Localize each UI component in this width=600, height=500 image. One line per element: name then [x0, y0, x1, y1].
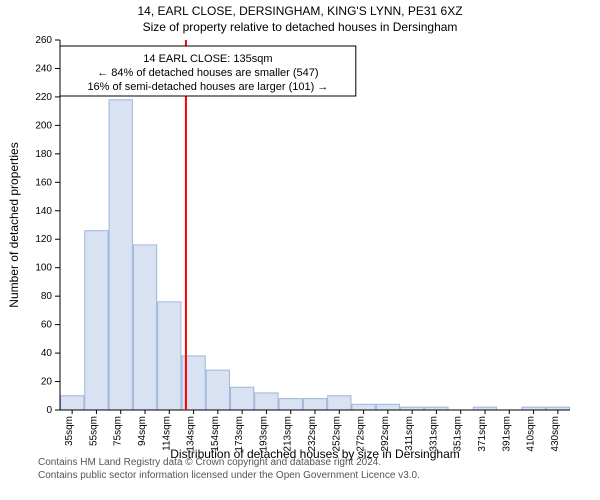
histogram-chart: 0 20 40 60 80 100 120 140 160 180 200 220 240 260 35sq…	[0, 0, 600, 462]
y-tick-label: 200	[35, 120, 52, 131]
histogram-bar	[85, 231, 108, 410]
x-tick-label: 430sqm	[550, 416, 561, 452]
y-tick-label: 0	[46, 405, 52, 416]
x-tick-label: 410sqm	[526, 416, 537, 452]
histogram-bar	[60, 396, 83, 410]
y-tick-label: 120	[35, 234, 52, 245]
histogram-bar	[352, 404, 375, 410]
y-tick-label: 260	[35, 35, 52, 46]
y-tick-label: 20	[41, 377, 53, 388]
histogram-bar	[376, 404, 399, 410]
histogram-bar	[255, 393, 278, 410]
y-tick-label: 80	[41, 291, 53, 302]
histogram-bar	[133, 245, 156, 410]
x-tick-label: 75sqm	[113, 416, 124, 446]
y-axis-label: Number of detached properties	[7, 142, 21, 307]
histogram-bar	[303, 399, 326, 410]
y-tick-label: 140	[35, 206, 52, 217]
y-tick-label: 60	[41, 320, 53, 331]
histogram-bar	[279, 399, 302, 410]
footer-line-2: Contains public sector information licen…	[38, 470, 420, 483]
x-tick-label: 55sqm	[88, 416, 99, 446]
annotation-line: 16% of semi-detached houses are larger (…	[87, 81, 328, 93]
x-tick-label: 311sqm	[404, 416, 415, 451]
histogram-bar	[328, 396, 351, 410]
y-tick-label: 100	[35, 263, 52, 274]
histogram-bar	[109, 100, 132, 410]
histogram-bar	[230, 387, 253, 410]
x-tick-label: 35sqm	[64, 416, 75, 446]
x-tick-label: 391sqm	[501, 416, 512, 452]
y-tick-label: 180	[35, 149, 52, 160]
x-tick-label: 114sqm	[161, 416, 172, 451]
y-tick-label: 160	[35, 177, 52, 188]
histogram-bar	[206, 370, 229, 410]
y-tick-label: 40	[41, 348, 53, 359]
annotation-line: 14 EARL CLOSE: 135sqm	[143, 53, 272, 65]
y-tick-label: 220	[35, 92, 52, 103]
y-tick-label: 240	[35, 63, 52, 74]
histogram-bar	[158, 302, 181, 410]
page-title-2: Size of property relative to detached ho…	[0, 20, 600, 34]
annotation-line: ← 84% of detached houses are smaller (54…	[97, 67, 318, 79]
x-tick-label: 371sqm	[477, 416, 488, 452]
x-tick-label: 94sqm	[137, 416, 148, 446]
page-title-1: 14, EARL CLOSE, DERSINGHAM, KING'S LYNN,…	[0, 4, 600, 18]
footer-line-1: Contains HM Land Registry data © Crown c…	[38, 457, 420, 470]
